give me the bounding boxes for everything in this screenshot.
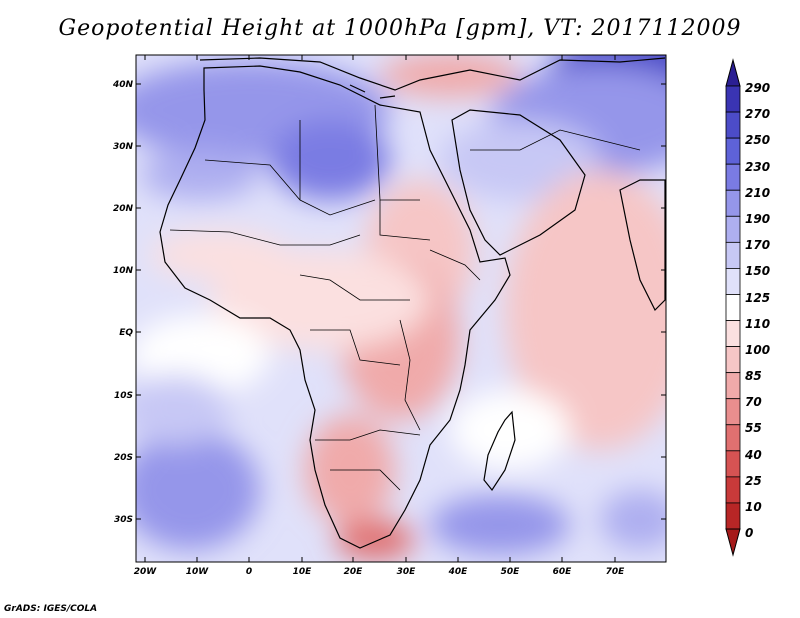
lat-label-20s: 20S bbox=[113, 453, 133, 463]
field-low-westafrica bbox=[150, 230, 290, 280]
lon-label-40e: 40E bbox=[448, 567, 468, 577]
colorbar-swatch bbox=[725, 85, 741, 113]
lon-label-30e: 30E bbox=[396, 567, 416, 577]
field-high-sahara bbox=[140, 150, 260, 200]
arabia-coastline bbox=[451, 109, 586, 256]
lon-label-20e: 20E bbox=[343, 567, 363, 577]
field-neutral-madagascar bbox=[450, 390, 570, 470]
colorbar-label: 270 bbox=[745, 107, 771, 121]
lon-label-10w: 10W bbox=[185, 567, 209, 577]
lon-label-60e: 60E bbox=[552, 567, 572, 577]
colorbar-label: 10 bbox=[745, 500, 762, 514]
colorbar-top-triangle bbox=[725, 58, 741, 87]
lon-label-50e: 50E bbox=[500, 567, 520, 577]
field-high-southatlantic-outer bbox=[136, 375, 230, 445]
colorbar-label: 40 bbox=[745, 448, 762, 462]
india-coastline bbox=[619, 179, 666, 312]
border-westafrica bbox=[169, 229, 361, 246]
colorbar-swatch bbox=[725, 476, 741, 504]
africa-coastline bbox=[159, 65, 511, 549]
colorbar-swatch bbox=[725, 450, 741, 478]
map-title: Geopotential Height at 1000hPa [gpm], VT… bbox=[58, 16, 742, 41]
colorbar-swatch bbox=[725, 372, 741, 400]
colorbar-label: 100 bbox=[745, 343, 771, 357]
colorbar-swatch bbox=[725, 502, 741, 530]
border-middleeast bbox=[470, 129, 641, 151]
field-low-sahel bbox=[210, 250, 430, 350]
colorbar-label: 55 bbox=[745, 421, 762, 435]
coastlines bbox=[159, 57, 666, 549]
mediterranean-islands bbox=[349, 84, 396, 99]
colorbar-label: 250 bbox=[745, 133, 771, 147]
field-low-cape bbox=[335, 520, 415, 560]
field-low-turkey bbox=[380, 55, 520, 97]
colorbar-swatch bbox=[725, 346, 741, 374]
border-horn bbox=[429, 249, 481, 281]
field-high-southindian bbox=[430, 495, 570, 555]
colorbar-swatch bbox=[725, 268, 741, 295]
field-high-southindian-east bbox=[600, 490, 666, 550]
colorbar-swatch bbox=[725, 398, 741, 426]
colorbar-label: 150 bbox=[745, 264, 771, 278]
country-borders bbox=[169, 104, 641, 491]
height-field bbox=[136, 55, 666, 562]
field-low-indian-outer bbox=[505, 170, 666, 450]
plot-frame bbox=[135, 54, 667, 563]
lon-label-10e: 10E bbox=[292, 567, 312, 577]
europe-coastline bbox=[199, 57, 666, 91]
colorbar-label: 70 bbox=[745, 395, 762, 409]
lat-label-40n: 40N bbox=[112, 80, 133, 90]
colorbar-label: 170 bbox=[745, 238, 771, 252]
colorbar-bottom-triangle bbox=[725, 528, 741, 557]
lat-label-10s: 10S bbox=[113, 391, 133, 401]
lon-label-0: 0 bbox=[245, 567, 253, 577]
colorbar-label: 110 bbox=[745, 317, 771, 331]
border-southern-1 bbox=[315, 429, 421, 441]
colorbar-swatch bbox=[725, 137, 741, 165]
colorbar-label: 290 bbox=[745, 81, 771, 95]
border-central-2 bbox=[310, 329, 401, 366]
colorbar bbox=[725, 58, 741, 557]
colorbar-swatch bbox=[725, 320, 741, 347]
colorbar-swatch bbox=[725, 241, 741, 269]
axis-ticks bbox=[136, 55, 666, 562]
colorbar-label: 85 bbox=[745, 369, 762, 383]
lon-label-20w: 20W bbox=[133, 567, 157, 577]
colorbar-label: 190 bbox=[745, 212, 771, 226]
border-greatlakes bbox=[399, 319, 421, 431]
colorbar-swatch bbox=[725, 215, 741, 243]
colorbar-label: 125 bbox=[745, 291, 771, 305]
colorbar-label: 210 bbox=[745, 186, 771, 200]
colorbar-swatch bbox=[725, 294, 741, 321]
border-central-1 bbox=[299, 274, 410, 301]
field-high-libya bbox=[270, 120, 390, 200]
madagascar-coastline bbox=[483, 410, 516, 492]
border-sudan bbox=[379, 200, 431, 241]
lat-label-eq: EQ bbox=[119, 328, 133, 338]
lat-label-20n: 20N bbox=[112, 204, 133, 214]
field-neutral-gulf bbox=[136, 315, 270, 395]
colorbar-swatch bbox=[725, 189, 741, 217]
colorbar-swatch bbox=[725, 111, 741, 139]
colorbar-swatch bbox=[725, 163, 741, 191]
lat-label-10n: 10N bbox=[112, 266, 133, 276]
lon-label-70e: 70E bbox=[605, 567, 625, 577]
colorbar-swatch bbox=[725, 424, 741, 452]
grads-credit: GrADS: IGES/COLA bbox=[4, 604, 98, 614]
lat-label-30n: 30N bbox=[112, 142, 133, 152]
lat-label-30s: 30S bbox=[113, 515, 133, 525]
colorbar-label: 25 bbox=[745, 474, 762, 488]
colorbar-label: 230 bbox=[745, 160, 771, 174]
field-high-southatlantic bbox=[136, 430, 260, 550]
border-southern-2 bbox=[330, 469, 401, 491]
colorbar-label: 0 bbox=[745, 526, 754, 540]
